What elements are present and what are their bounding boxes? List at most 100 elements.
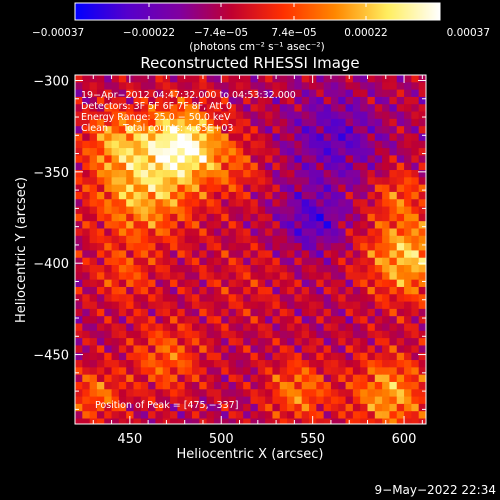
heatmap-cell [389, 403, 398, 412]
heatmap-cell [75, 286, 83, 295]
heatmap-cell [148, 265, 157, 273]
heatmap-cell [148, 118, 157, 127]
heatmap-cell [272, 323, 281, 332]
heatmap-cell [96, 411, 105, 420]
heatmap-cell [104, 199, 113, 208]
heatmap-cell [396, 381, 405, 390]
heatmap-cell [111, 82, 120, 91]
heatmap-cell [177, 235, 186, 244]
heatmap-cell [389, 221, 398, 230]
heatmap-cell [82, 272, 91, 281]
heatmap-cell [301, 330, 310, 339]
heatmap-cell [118, 104, 127, 113]
heatmap-cell [228, 243, 237, 252]
heatmap-cell [338, 199, 347, 208]
heatmap-cell [75, 89, 83, 98]
heatmap-cell [192, 360, 200, 368]
heatmap-cell [111, 411, 120, 420]
heatmap-cell [118, 118, 127, 127]
heatmap-cell [235, 191, 244, 200]
heatmap-cell [374, 155, 383, 164]
heatmap-cell [184, 221, 193, 230]
heatmap-cell [301, 389, 310, 398]
heatmap-cell [104, 403, 113, 412]
heatmap-cell [309, 316, 317, 325]
heatmap-cell [352, 170, 361, 178]
heatmap-cell [257, 323, 266, 332]
heatmap-cell [199, 301, 208, 310]
colorbar-tick-label: 0.00037 [447, 27, 490, 39]
heatmap-cell [367, 155, 376, 164]
x-tick-label: 500 [209, 432, 234, 447]
heatmap-cell [213, 403, 222, 412]
heatmap-cell [250, 126, 259, 135]
heatmap-cell [199, 330, 208, 339]
heatmap-cell [287, 338, 295, 347]
heatmap-cell [360, 155, 369, 164]
heatmap-cell [360, 352, 369, 361]
heatmap-cell [396, 199, 405, 208]
heatmap-cell [404, 155, 412, 164]
heatmap-cell [228, 126, 237, 135]
heatmap-cell [338, 213, 347, 222]
heatmap-cell [184, 360, 193, 368]
heatmap-cell [404, 367, 412, 376]
heatmap-cell [177, 352, 186, 361]
heatmap-cell [316, 279, 325, 288]
heatmap-cell [396, 243, 405, 252]
heatmap-cell [118, 235, 127, 244]
heatmap-cell [345, 184, 354, 193]
heatmap-cell [140, 403, 149, 412]
heatmap-cell [96, 191, 105, 200]
heatmap-cell [126, 257, 135, 266]
heatmap-cell [287, 367, 295, 376]
heatmap-cell [82, 162, 91, 171]
heatmap-cell [316, 396, 325, 405]
heatmap-cell [272, 265, 281, 273]
heatmap-cell [213, 396, 222, 405]
heatmap-cell [272, 301, 281, 310]
heatmap-cell [250, 228, 259, 237]
heatmap-cell [133, 345, 142, 354]
heatmap-cell [96, 75, 105, 83]
heatmap-cell [360, 111, 369, 120]
heatmap-cell [162, 235, 171, 244]
colorbar-tick-label: −0.00037 [32, 27, 84, 39]
heatmap-cell [338, 352, 347, 361]
heatmap-cell [418, 352, 426, 361]
heatmap-cell [177, 389, 186, 398]
colorbar: −0.00037 −0.00022 −7.4e−05 7.4e−05 0.00022 0.… [32, 2, 490, 53]
heatmap-cell [323, 396, 332, 405]
heatmap-cell [82, 104, 91, 113]
heatmap-cell [104, 367, 113, 376]
heatmap-cell [126, 140, 135, 149]
heatmap-cell [118, 338, 127, 347]
heatmap-cell [96, 140, 105, 149]
heatmap-cell [301, 272, 310, 281]
heatmap-cell [235, 374, 244, 383]
heatmap-cell [243, 235, 252, 244]
heatmap-cell [301, 286, 310, 295]
heatmap-cell [170, 213, 178, 222]
heatmap-cell [418, 345, 426, 354]
heatmap-cell [404, 96, 412, 105]
heatmap-cell [126, 199, 135, 208]
heatmap-cell [228, 191, 237, 200]
heatmap-cell [155, 184, 164, 193]
heatmap-cell [140, 155, 149, 164]
heatmap-cell [389, 411, 398, 420]
heatmap-cell [184, 345, 193, 354]
heatmap-cell [184, 148, 193, 156]
heatmap-cell [140, 133, 149, 142]
heatmap-cell [323, 257, 332, 266]
heatmap-cell [323, 265, 332, 273]
heatmap-cell [287, 228, 295, 237]
heatmap-cell [374, 243, 383, 252]
heatmap-cell [287, 89, 295, 98]
heatmap-cell [221, 360, 230, 368]
heatmap-cell [192, 286, 200, 295]
heatmap-cell [89, 82, 98, 91]
heatmap-cell [162, 111, 171, 120]
heatmap-cell [213, 184, 222, 193]
heatmap-cell [75, 323, 83, 332]
